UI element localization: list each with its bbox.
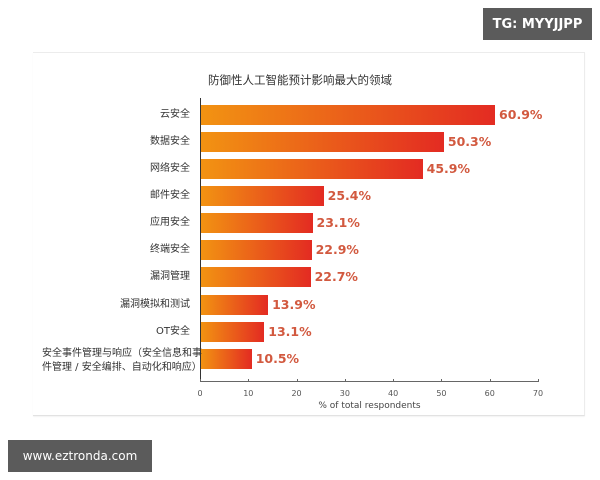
bar xyxy=(201,295,269,315)
bar xyxy=(201,349,252,369)
category-label: 漏洞管理 xyxy=(150,271,190,282)
category-label: 应用安全 xyxy=(150,217,190,228)
bar-value-label: 60.9% xyxy=(499,107,543,122)
watermark-bottom-left: www.eztronda.com xyxy=(8,440,152,472)
x-tick xyxy=(344,379,346,382)
bar xyxy=(201,132,444,152)
x-tick-label: 10 xyxy=(243,389,254,398)
bar-value-label: 45.9% xyxy=(426,161,470,176)
bar xyxy=(201,267,311,287)
bar xyxy=(201,186,324,206)
bar xyxy=(201,240,312,260)
category-label: OT安全 xyxy=(156,326,190,337)
x-tick xyxy=(248,379,250,382)
bar xyxy=(201,159,423,179)
x-tick-label: 40 xyxy=(388,389,399,398)
x-axis-line xyxy=(200,381,539,382)
category-label: 邮件安全 xyxy=(150,190,190,201)
x-tick xyxy=(489,379,491,382)
x-tick-label: 60 xyxy=(484,389,495,398)
bar-value-label: 22.9% xyxy=(315,242,359,257)
bar-value-label: 23.1% xyxy=(316,215,360,230)
bar-value-label: 50.3% xyxy=(447,134,492,149)
bar-value-label: 13.9% xyxy=(272,297,316,312)
category-label: 漏洞模拟和测试 xyxy=(120,299,190,310)
bar xyxy=(201,105,496,125)
bar-value-label: 10.5% xyxy=(255,351,300,366)
category-label: 网络安全 xyxy=(150,163,190,174)
category-label: 安全事件管理与响应（安全信息和事 件管理 / 安全编排、自动化和响应） xyxy=(42,348,202,373)
category-label: 数据安全 xyxy=(150,136,190,147)
bar-value-label: 22.7% xyxy=(314,269,358,284)
chart-title: 防御性人工智能预计影响最大的领域 xyxy=(208,73,392,87)
y-axis-line xyxy=(200,98,201,381)
x-tick xyxy=(200,379,201,382)
category-label: 云安全 xyxy=(160,109,190,120)
x-tick xyxy=(296,379,298,382)
bar xyxy=(201,213,313,233)
bar-value-label: 25.4% xyxy=(327,188,372,203)
x-tick xyxy=(393,379,395,382)
bar-value-label: 13.1% xyxy=(268,324,312,339)
x-tick-label: 30 xyxy=(339,389,350,398)
x-tick-label: 50 xyxy=(436,389,447,398)
bar xyxy=(201,322,265,342)
x-tick-label: 20 xyxy=(291,389,302,398)
x-tick-label: 0 xyxy=(197,389,203,398)
category-label: 终端安全 xyxy=(150,244,190,255)
x-tick-label: 70 xyxy=(532,389,544,398)
x-axis-label: % of total respondents xyxy=(318,401,421,411)
watermark-top-right: TG: MYYJJPP xyxy=(483,8,592,40)
x-tick xyxy=(441,379,443,382)
x-tick xyxy=(538,379,539,382)
